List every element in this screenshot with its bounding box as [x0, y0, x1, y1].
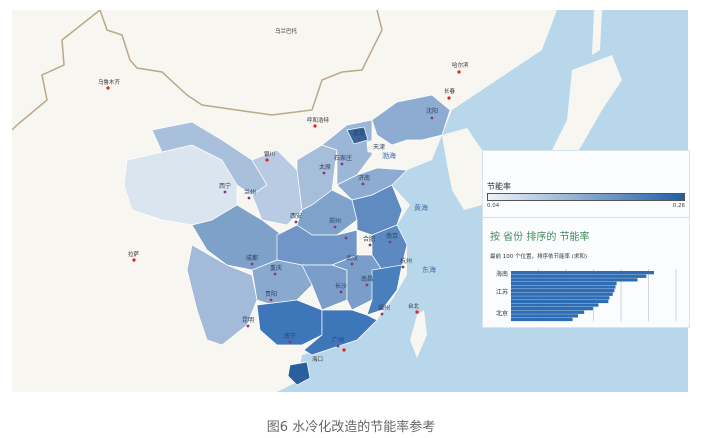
taiwan	[410, 310, 427, 358]
svg-text:广州: 广州	[332, 336, 344, 344]
bar[interactable]	[511, 285, 616, 289]
korea	[442, 128, 490, 210]
bar[interactable]	[511, 278, 638, 282]
svg-text:武汉: 武汉	[346, 254, 358, 262]
svg-text:合肥: 合肥	[363, 235, 375, 243]
svg-text:黄海: 黄海	[414, 203, 428, 212]
svg-text:银川: 银川	[264, 150, 275, 158]
svg-text:济南: 济南	[358, 174, 370, 182]
svg-text:哈尔滨: 哈尔滨	[452, 61, 469, 69]
legend-min: 0.04	[487, 203, 500, 209]
svg-text:长春: 长春	[444, 87, 456, 95]
svg-text:拉萨: 拉萨	[128, 250, 140, 258]
svg-text:兰州: 兰州	[244, 188, 256, 196]
bar[interactable]	[511, 307, 593, 311]
bar[interactable]	[511, 314, 579, 318]
svg-text:贵阳: 贵阳	[265, 290, 277, 298]
svg-text:西宁: 西宁	[219, 182, 231, 190]
province-liaoning[interactable]	[371, 94, 451, 146]
city-markers	[106, 70, 461, 352]
svg-text:台北: 台北	[408, 302, 420, 310]
bar[interactable]	[511, 310, 585, 314]
province-hainan[interactable]	[287, 361, 311, 386]
svg-text:长沙: 长沙	[335, 282, 347, 290]
legend-chart-panel: 节能率 0.04 0.26 按 省份 排序的 节能率 最前 100 个位置，排序…	[482, 150, 690, 328]
category-label: 海南	[496, 270, 508, 278]
svg-text:成都: 成都	[246, 254, 258, 262]
svg-text:重庆: 重庆	[270, 264, 282, 272]
svg-text:天津: 天津	[373, 144, 385, 151]
province-guizhou[interactable]	[251, 259, 313, 306]
divider	[483, 217, 689, 218]
svg-text:乌兰巴托: 乌兰巴托	[275, 27, 298, 35]
province-yunnan[interactable]	[186, 244, 258, 346]
bar[interactable]	[511, 317, 573, 322]
japan	[492, 55, 622, 215]
west-border	[12, 10, 101, 131]
bar[interactable]	[511, 281, 617, 286]
svg-text:南京: 南京	[386, 232, 398, 240]
national-border	[99, 10, 383, 116]
bar[interactable]	[511, 271, 654, 275]
legend-color-scale	[487, 193, 685, 201]
svg-text:南宁: 南宁	[284, 332, 296, 340]
svg-text:乌鲁木齐: 乌鲁木齐	[98, 78, 121, 86]
svg-text:北京: 北京	[353, 129, 365, 137]
svg-text:石家庄: 石家庄	[334, 154, 352, 162]
capital-markers	[223, 116, 434, 348]
province-guangdong[interactable]	[303, 309, 378, 356]
svg-text:太原: 太原	[319, 163, 331, 171]
legend-title: 节能率	[487, 182, 511, 191]
svg-text:呼和浩特: 呼和浩特	[307, 116, 330, 124]
province-fujian[interactable]	[366, 264, 403, 316]
svg-text:南昌: 南昌	[361, 275, 373, 283]
svg-text:海口: 海口	[312, 355, 323, 363]
chart-title: 按 省份 排序的 节能率	[490, 232, 590, 243]
bar[interactable]	[511, 274, 647, 278]
category-label: 江苏	[496, 288, 508, 296]
province-guangxi[interactable]	[256, 299, 323, 346]
province-tianjin[interactable]	[366, 139, 378, 153]
bar[interactable]	[511, 303, 599, 307]
sakhalin	[592, 10, 602, 55]
svg-text:西安: 西安	[290, 212, 302, 220]
bar[interactable]	[511, 299, 609, 304]
bar[interactable]	[511, 289, 615, 293]
bar-chart[interactable]: 00.050.10.150.20.250.3海南江苏北京	[483, 263, 689, 325]
svg-text:昆明: 昆明	[242, 317, 254, 324]
figure-caption: 图6 水冷化改造的节能率参考	[266, 420, 436, 435]
province-ningxia-shaanxi[interactable]	[251, 149, 303, 226]
legend-max: 0.26	[672, 203, 685, 209]
svg-text:东海: 东海	[422, 265, 436, 274]
provinces	[123, 94, 451, 386]
province-beijing[interactable]	[346, 126, 369, 145]
city-labels: 乌鲁木齐 乌兰巴托 呼和浩特 哈尔滨 长春 沈阳 北京 天津 银川 太原 石家庄…	[98, 27, 469, 363]
svg-text:沈阳: 沈阳	[426, 107, 438, 115]
chart-subtitle: 最前 100 个位置，排序依节能率 (求和)	[490, 254, 588, 260]
bar[interactable]	[511, 296, 610, 300]
svg-text:渤海: 渤海	[382, 151, 396, 160]
svg-text:杭州: 杭州	[400, 257, 412, 265]
svg-text:郑州: 郑州	[329, 217, 341, 225]
svg-text:福州: 福州	[378, 304, 390, 312]
bar[interactable]	[511, 292, 613, 296]
category-label: 北京	[496, 309, 508, 317]
